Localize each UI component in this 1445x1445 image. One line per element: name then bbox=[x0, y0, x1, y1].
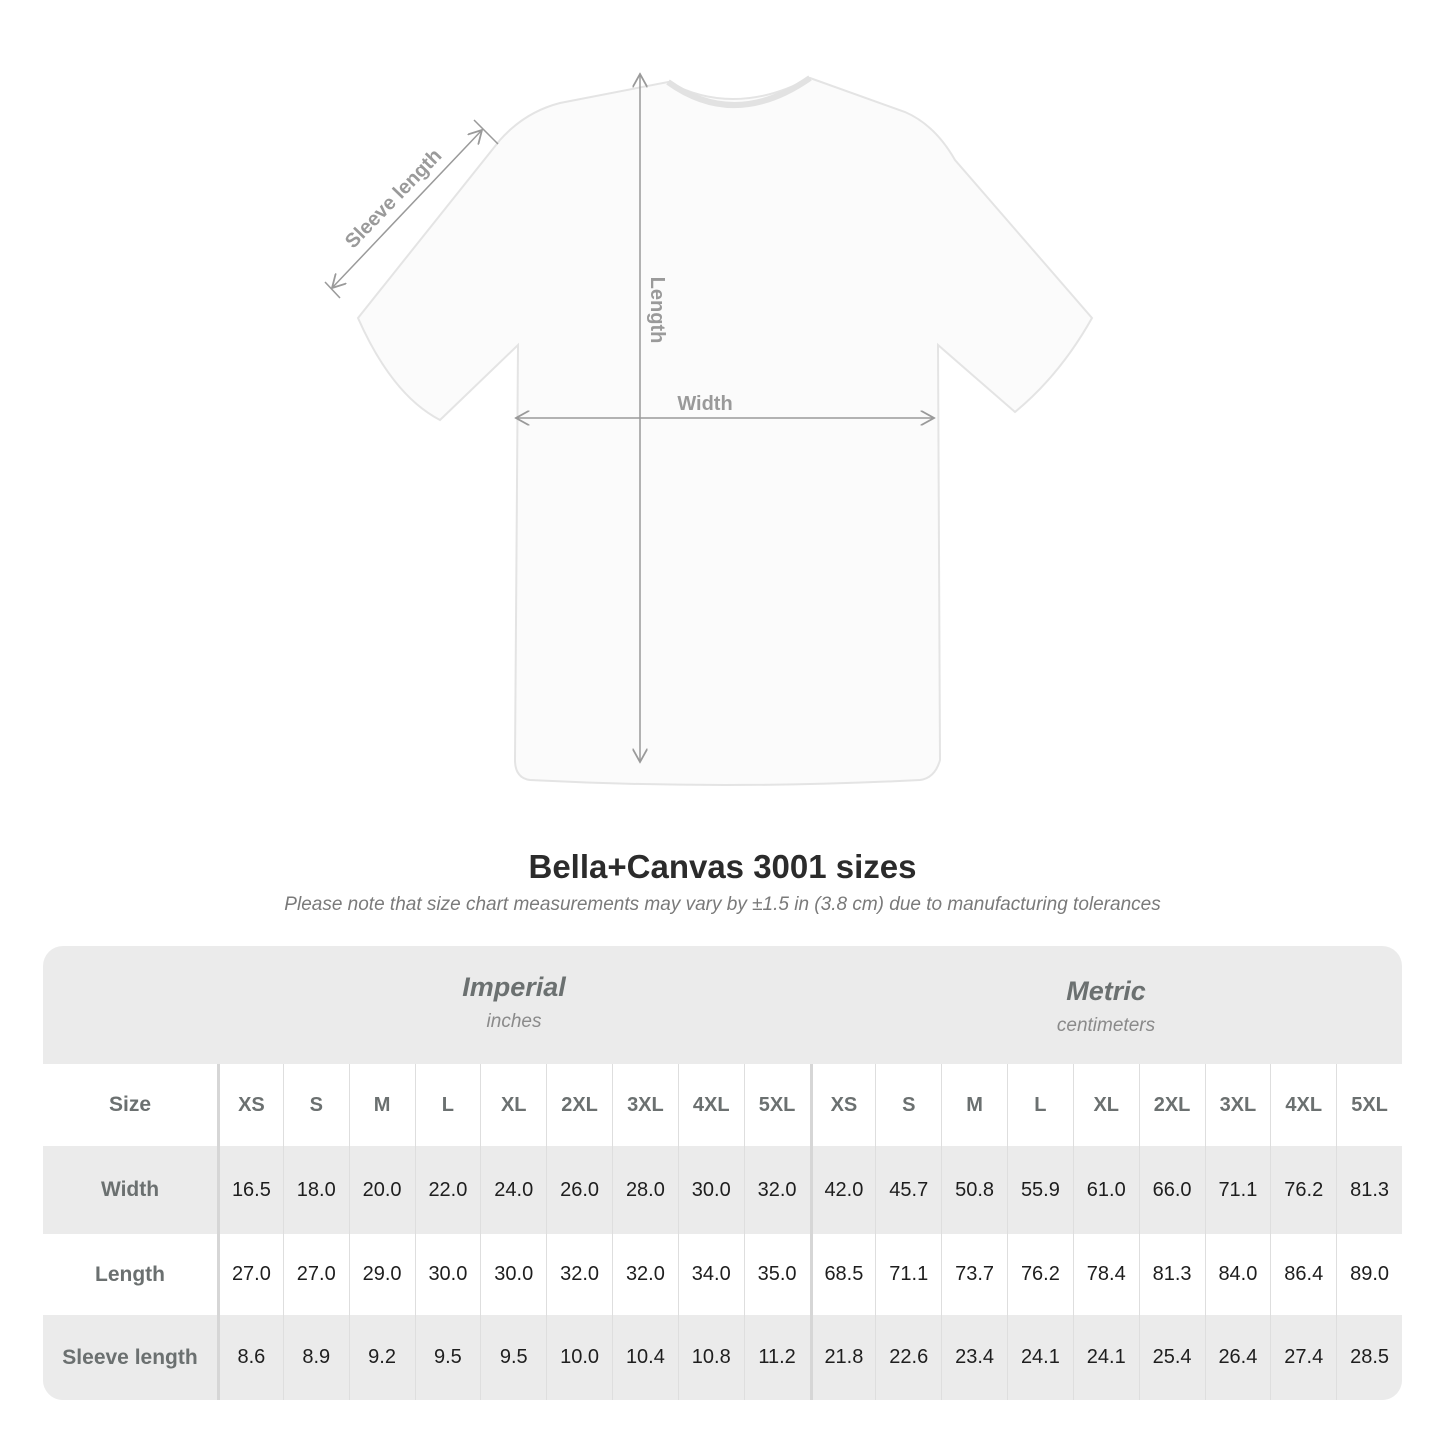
imperial-size-header: 2XL bbox=[546, 1064, 612, 1146]
imperial-value-cell: 27.0 bbox=[282, 1234, 349, 1315]
metric-value-cell: 81.3 bbox=[1138, 1234, 1205, 1315]
metric-value-cell: 50.8 bbox=[941, 1146, 1007, 1234]
metric-value-cell: 27.4 bbox=[1270, 1315, 1336, 1400]
sleeve-arrow bbox=[332, 130, 482, 288]
imperial-value-cell: 32.0 bbox=[546, 1234, 612, 1315]
imperial-value-cell: 30.0 bbox=[414, 1234, 481, 1315]
imperial-value-cell: 18.0 bbox=[282, 1146, 349, 1234]
tolerance-note: Please note that size chart measurements… bbox=[284, 894, 1161, 915]
metric-value-cell: 23.4 bbox=[941, 1315, 1007, 1400]
imperial-value-cell: 28.0 bbox=[612, 1146, 678, 1234]
metric-value-cell: 24.1 bbox=[1072, 1315, 1139, 1400]
imperial-value-cell: 8.6 bbox=[217, 1315, 283, 1400]
metric-value-cell: 25.4 bbox=[1138, 1315, 1205, 1400]
metric-title: Metric bbox=[1066, 976, 1146, 1006]
tshirt-diagram: Sleeve length Length Width bbox=[324, 0, 1094, 786]
imperial-value-cell: 32.0 bbox=[743, 1146, 810, 1234]
metric-size-header: XS bbox=[809, 1064, 876, 1146]
metric-header: Metric centimeters bbox=[810, 946, 1402, 1094]
imperial-header: Imperial inches bbox=[217, 946, 811, 1090]
metric-value-cell: 42.0 bbox=[809, 1146, 876, 1234]
table-row: Length 27.0 27.0 29.0 30.0 30.0 32.0 32.0 34.0 35… bbox=[43, 1234, 1402, 1315]
size-header-row: Size XS S M L XL 2XL 3XL 4XL 5XL XS S M L XL 2XL 3XL 4XL 5… bbox=[43, 1064, 1402, 1146]
table-row: Sleeve length 8.6 8.9 9.2 9.5 9.5 10.0 10.4 10.8… bbox=[43, 1315, 1402, 1400]
metric-value-cell: 89.0 bbox=[1336, 1234, 1402, 1315]
length-label: Length bbox=[646, 277, 668, 344]
metric-size-header: 5XL bbox=[1336, 1064, 1402, 1146]
metric-value-cell: 84.0 bbox=[1204, 1234, 1271, 1315]
metric-size-header: 4XL bbox=[1270, 1064, 1336, 1146]
metric-value-cell: 22.6 bbox=[875, 1315, 941, 1400]
size-table: Imperial inches Metric centimeters Size X… bbox=[43, 946, 1402, 1400]
imperial-value-cell: 20.0 bbox=[348, 1146, 415, 1234]
metric-value-cell: 28.5 bbox=[1336, 1315, 1402, 1400]
imperial-value-cell: 30.0 bbox=[677, 1146, 744, 1234]
metric-value-cell: 86.4 bbox=[1270, 1234, 1336, 1315]
metric-value-cell: 71.1 bbox=[1204, 1146, 1271, 1234]
imperial-unit: inches bbox=[486, 1011, 542, 1032]
metric-size-header: S bbox=[875, 1064, 941, 1146]
metric-value-cell: 45.7 bbox=[875, 1146, 941, 1234]
imperial-value-cell: 10.0 bbox=[546, 1315, 612, 1400]
imperial-size-header: M bbox=[348, 1064, 415, 1146]
metric-size-header: L bbox=[1007, 1064, 1073, 1146]
table-row: Width 16.5 18.0 20.0 22.0 24.0 26.0 28.0 30.0 32.… bbox=[43, 1146, 1402, 1234]
imperial-size-header: XS bbox=[217, 1064, 283, 1146]
imperial-title: Imperial bbox=[462, 972, 566, 1002]
imperial-value-cell: 10.4 bbox=[612, 1315, 678, 1400]
metric-value-cell: 21.8 bbox=[809, 1315, 876, 1400]
metric-size-header: M bbox=[941, 1064, 1007, 1146]
imperial-value-cell: 9.5 bbox=[480, 1315, 546, 1400]
imperial-size-header: 3XL bbox=[612, 1064, 678, 1146]
metric-size-header: 3XL bbox=[1204, 1064, 1271, 1146]
imperial-size-header: 4XL bbox=[677, 1064, 744, 1146]
row-label: Width bbox=[100, 1178, 160, 1201]
metric-value-cell: 73.7 bbox=[941, 1234, 1007, 1315]
metric-value-cell: 78.4 bbox=[1072, 1234, 1139, 1315]
metric-value-cell: 66.0 bbox=[1138, 1146, 1205, 1234]
imperial-value-cell: 11.2 bbox=[743, 1315, 810, 1400]
metric-value-cell: 55.9 bbox=[1007, 1146, 1073, 1234]
imperial-value-cell: 29.0 bbox=[348, 1234, 415, 1315]
imperial-value-cell: 16.5 bbox=[217, 1146, 283, 1234]
metric-unit: centimeters bbox=[1056, 1015, 1156, 1036]
imperial-size-header: S bbox=[282, 1064, 349, 1146]
metric-value-cell: 81.3 bbox=[1336, 1146, 1402, 1234]
width-label: Width bbox=[677, 393, 732, 415]
imperial-value-cell: 30.0 bbox=[480, 1234, 546, 1315]
metric-value-cell: 24.1 bbox=[1007, 1315, 1073, 1400]
imperial-value-cell: 34.0 bbox=[677, 1234, 744, 1315]
imperial-value-cell: 32.0 bbox=[612, 1234, 678, 1315]
imperial-value-cell: 27.0 bbox=[217, 1234, 283, 1315]
metric-value-cell: 71.1 bbox=[875, 1234, 941, 1315]
metric-value-cell: 26.4 bbox=[1204, 1315, 1271, 1400]
metric-value-cell: 76.2 bbox=[1270, 1146, 1336, 1234]
imperial-value-cell: 22.0 bbox=[414, 1146, 481, 1234]
imperial-size-header: L bbox=[414, 1064, 481, 1146]
imperial-value-cell: 35.0 bbox=[743, 1234, 810, 1315]
metric-size-header: 2XL bbox=[1138, 1064, 1205, 1146]
imperial-size-header: XL bbox=[480, 1064, 546, 1146]
metric-value-cell: 76.2 bbox=[1007, 1234, 1073, 1315]
row-label: Sleeve length bbox=[62, 1345, 198, 1369]
metric-size-header: XL bbox=[1072, 1064, 1139, 1146]
imperial-value-cell: 9.2 bbox=[348, 1315, 415, 1400]
metric-value-cell: 61.0 bbox=[1072, 1146, 1139, 1234]
size-header-label: Size bbox=[108, 1093, 152, 1116]
row-label: Length bbox=[95, 1262, 165, 1286]
tshirt-shape bbox=[356, 76, 1094, 786]
imperial-value-cell: 9.5 bbox=[414, 1315, 481, 1400]
imperial-value-cell: 8.9 bbox=[282, 1315, 349, 1400]
imperial-value-cell: 26.0 bbox=[546, 1146, 612, 1234]
imperial-value-cell: 24.0 bbox=[480, 1146, 546, 1234]
metric-value-cell: 68.5 bbox=[809, 1234, 876, 1315]
imperial-size-header: 5XL bbox=[743, 1064, 810, 1146]
chart-title: Bella+Canvas 3001 sizes bbox=[528, 848, 917, 885]
imperial-value-cell: 10.8 bbox=[677, 1315, 744, 1400]
